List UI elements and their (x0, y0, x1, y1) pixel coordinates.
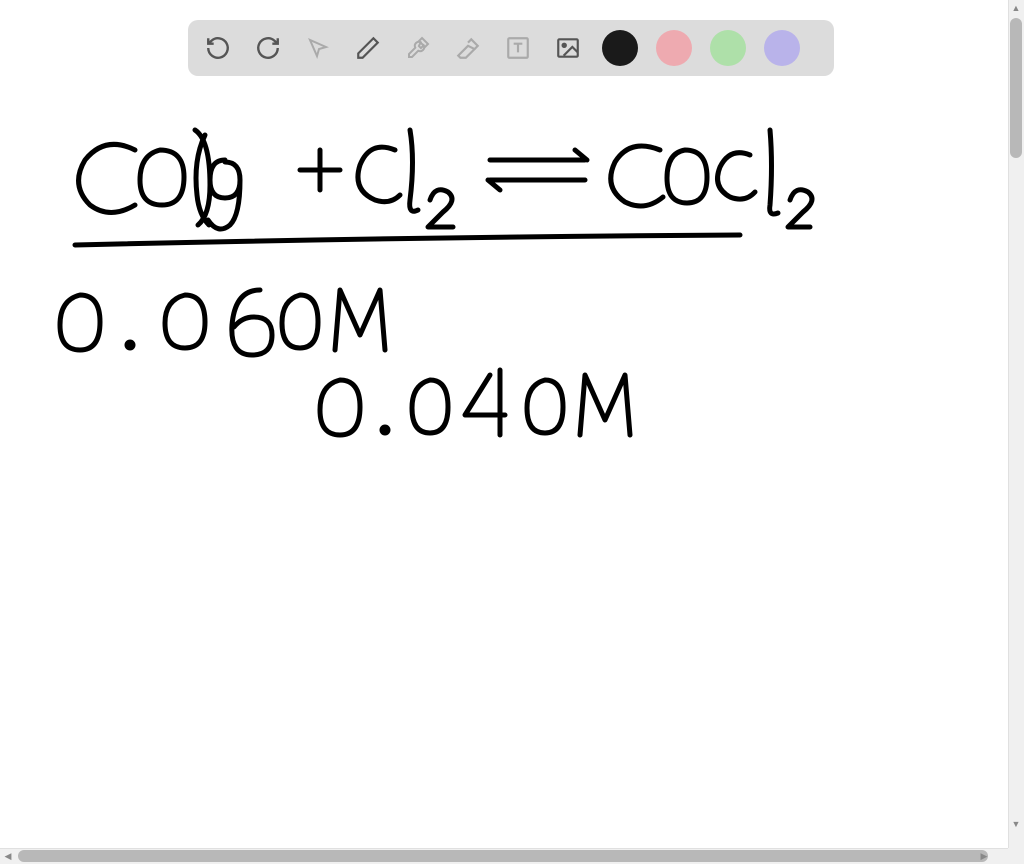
tools-button[interactable] (402, 32, 434, 64)
eraser-tool-button[interactable] (452, 32, 484, 64)
color-pink[interactable] (656, 30, 692, 66)
scroll-up-arrow[interactable]: ▲ (1008, 0, 1024, 16)
horizontal-scrollbar-thumb[interactable] (18, 850, 988, 862)
horizontal-scrollbar-track[interactable]: ◀ ▶ (0, 848, 1008, 864)
handwriting-strokes (60, 130, 812, 435)
color-black[interactable] (602, 30, 638, 66)
vertical-scrollbar-thumb[interactable] (1010, 18, 1022, 158)
pointer-tool-button[interactable] (302, 32, 334, 64)
scroll-right-arrow[interactable]: ▶ (976, 848, 992, 864)
image-tool-button[interactable] (552, 32, 584, 64)
vertical-scrollbar-track[interactable]: ▲ ▼ (1008, 0, 1024, 848)
redo-button[interactable] (252, 32, 284, 64)
scroll-corner (1008, 848, 1024, 864)
scroll-left-arrow[interactable]: ◀ (0, 848, 16, 864)
color-green[interactable] (710, 30, 746, 66)
color-purple[interactable] (764, 30, 800, 66)
scroll-down-arrow[interactable]: ▼ (1008, 816, 1024, 832)
drawing-canvas[interactable] (0, 0, 1008, 848)
drawing-toolbar (188, 20, 834, 76)
pencil-tool-button[interactable] (352, 32, 384, 64)
undo-button[interactable] (202, 32, 234, 64)
text-tool-button[interactable] (502, 32, 534, 64)
